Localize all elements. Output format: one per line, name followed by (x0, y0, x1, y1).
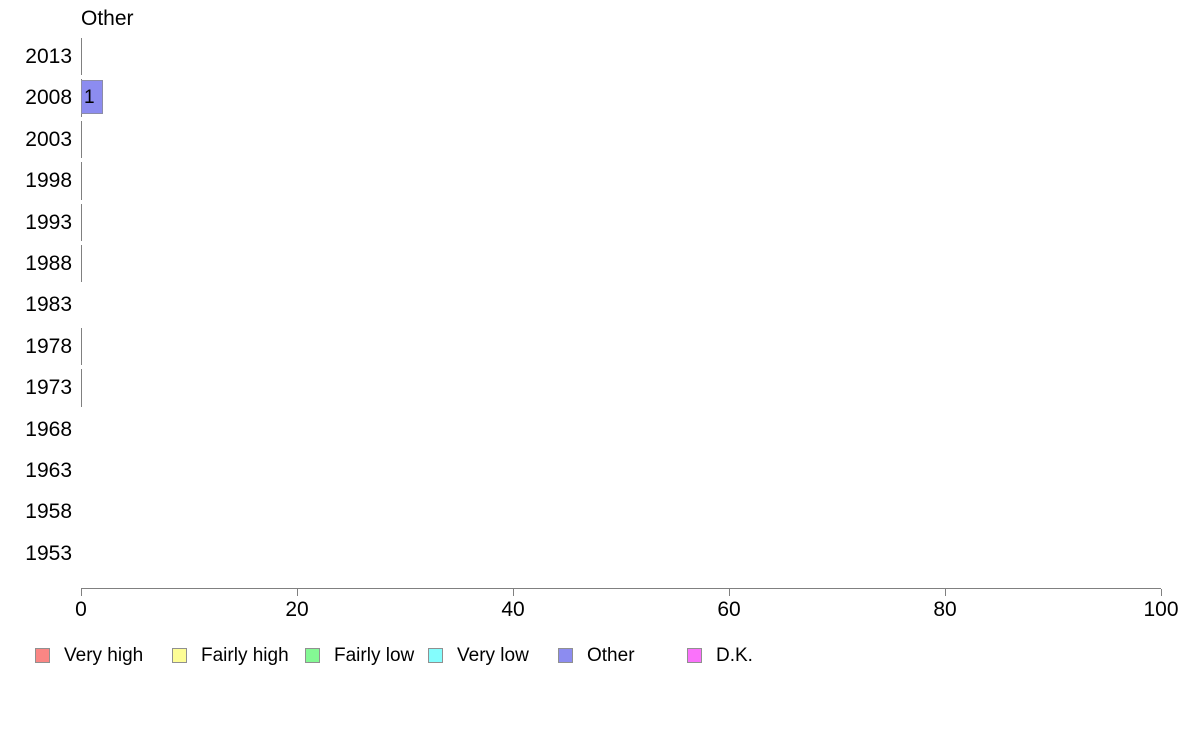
y-axis-tick-label: 1963 (25, 459, 72, 482)
legend-swatch-icon (428, 647, 443, 663)
legend-swatch-icon (558, 647, 573, 663)
x-axis-tick-label: 80 (933, 598, 957, 621)
x-axis-tick (729, 589, 730, 596)
y-axis-tick-label: 1953 (25, 541, 72, 565)
y-axis-tick-label: 2008 (25, 86, 72, 110)
y-axis-tick-label: 1968 (25, 417, 72, 441)
bar-row (81, 450, 1161, 491)
y-axis-tick-label: 1958 (25, 500, 72, 524)
legend-label: Very low (457, 644, 529, 666)
bar-row (81, 409, 1161, 450)
x-axis-tick (1161, 589, 1162, 596)
y-axis-tick-label: 1998 (25, 169, 72, 193)
chart-legend: Very high Fairly high Fairly low Very low Ot… (0, 640, 1188, 672)
chart-title: Other (81, 7, 134, 30)
y-axis-tick-label: 1973 (25, 376, 72, 400)
bar-value-label: 1 (84, 86, 95, 108)
bar-row (81, 491, 1161, 532)
x-axis-tick-label: 40 (501, 598, 525, 621)
x-axis-tick (297, 589, 298, 596)
bar-row (81, 367, 1161, 408)
bar-row (81, 36, 1161, 77)
legend-label: D.K. (716, 644, 753, 666)
legend-swatch-icon (172, 647, 187, 663)
legend-swatch-icon (35, 647, 50, 663)
bar[interactable]: 1 (81, 80, 103, 115)
legend-label: Other (587, 644, 635, 666)
bar-row (81, 243, 1161, 284)
y-axis-segment (81, 162, 82, 200)
x-axis-tick-label: 60 (717, 598, 741, 621)
bar-row (81, 202, 1161, 243)
bar-row (81, 326, 1161, 367)
x-axis-tick (513, 589, 514, 596)
y-axis-tick-label: 2003 (25, 127, 72, 151)
x-axis-tick-label: 100 (1143, 598, 1179, 621)
y-axis-segment (81, 327, 82, 366)
bar-row (81, 119, 1161, 160)
x-axis-line (81, 588, 1161, 589)
bar-row (81, 533, 1161, 574)
y-axis-tick-label: 1983 (25, 293, 72, 317)
y-axis-tick-label: 1993 (25, 210, 72, 234)
legend-item[interactable]: Other (558, 640, 635, 670)
y-axis-segment (81, 369, 82, 407)
bar-row (81, 284, 1161, 325)
bar-row (81, 160, 1161, 201)
x-axis-tick-label: 20 (285, 598, 309, 621)
legend-item[interactable]: Fairly high (172, 640, 289, 670)
y-axis-tick-label: 2013 (25, 45, 72, 68)
bar-row: 1 (81, 77, 1161, 118)
x-axis-tick (81, 589, 82, 596)
y-axis-segment (81, 38, 82, 76)
legend-swatch-icon (687, 647, 702, 663)
legend-label: Fairly low (334, 644, 415, 666)
legend-item[interactable]: D.K. (687, 640, 753, 670)
legend-label: Fairly high (201, 644, 289, 666)
legend-item[interactable]: Fairly low (305, 640, 414, 670)
plot-area: 1 (81, 36, 1161, 588)
x-axis-tick-label: 0 (75, 598, 87, 621)
y-axis-segment (81, 120, 82, 159)
y-axis-segment (81, 245, 82, 283)
x-axis-tick (945, 589, 946, 596)
legend-label: Very high (64, 644, 144, 666)
legend-swatch-icon (305, 647, 320, 663)
legend-item[interactable]: Very high (35, 640, 143, 670)
y-axis-tick-label: 1978 (25, 334, 72, 358)
legend-item[interactable]: Very low (428, 640, 529, 670)
y-axis-tick-label: 1988 (25, 252, 72, 275)
y-axis-segment (81, 203, 82, 241)
